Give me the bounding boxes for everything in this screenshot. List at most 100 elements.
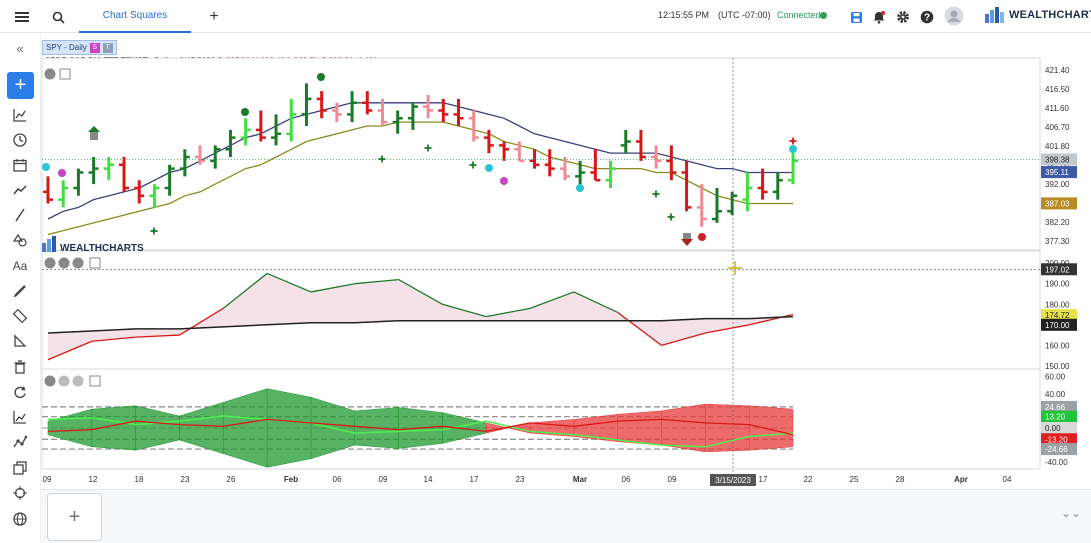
badge-s[interactable]: S bbox=[89, 42, 100, 53]
ohlc-bar bbox=[179, 149, 190, 177]
price-tag-bg bbox=[1041, 443, 1077, 456]
badge-t[interactable]: T bbox=[102, 42, 113, 53]
x-axis-label: 26 bbox=[227, 475, 236, 484]
expand-chevron-icon[interactable]: ⌄⌄ bbox=[1061, 506, 1082, 520]
ohlc-bar bbox=[483, 129, 494, 154]
signal-dot bbox=[241, 108, 249, 116]
ohlc-bar bbox=[210, 145, 221, 169]
crosshair-icon[interactable] bbox=[8, 482, 32, 504]
alerts-bell-icon[interactable] bbox=[870, 8, 888, 26]
add-panel-button[interactable]: + bbox=[47, 493, 102, 541]
osc-line-segment bbox=[91, 336, 136, 342]
price-tag: 174.72 bbox=[1041, 309, 1077, 322]
layers-icon[interactable] bbox=[8, 457, 32, 479]
ma-blue-line bbox=[47, 102, 793, 220]
ruler-icon[interactable] bbox=[8, 305, 32, 327]
menu-icon[interactable] bbox=[13, 8, 31, 26]
price-tag-label: -13.20 bbox=[1045, 435, 1068, 444]
pane1-controls[interactable] bbox=[44, 68, 71, 80]
osc-line-segment bbox=[486, 307, 531, 318]
osc-line-segment bbox=[354, 278, 399, 285]
price-tag-bg bbox=[1041, 400, 1077, 413]
ohlc-bar bbox=[742, 172, 753, 212]
signal-marker-icon bbox=[58, 169, 66, 177]
logo-bar bbox=[47, 239, 51, 252]
price-tag-bg bbox=[1041, 433, 1077, 446]
pencil-icon[interactable] bbox=[8, 280, 32, 302]
line-tool-icon[interactable] bbox=[8, 204, 32, 226]
ohlc-bar bbox=[134, 180, 145, 204]
trash-icon[interactable] bbox=[8, 356, 32, 378]
ohlc-bar bbox=[757, 168, 768, 200]
refresh-icon[interactable] bbox=[8, 381, 32, 403]
fast-line bbox=[47, 415, 794, 448]
ohlc-bar bbox=[575, 160, 586, 185]
scatter-icon[interactable] bbox=[8, 431, 32, 453]
axis-tick-label: 190.00 bbox=[1045, 280, 1070, 289]
pane-add-icon[interactable] bbox=[89, 257, 101, 269]
calendar-icon[interactable] bbox=[8, 154, 32, 176]
text-tool-icon[interactable]: Aa bbox=[12, 259, 28, 273]
ohlc-bar bbox=[544, 149, 555, 177]
signal-dot bbox=[576, 184, 584, 192]
axis-tick-label: 60.00 bbox=[1045, 373, 1066, 382]
signal-marker-icon bbox=[485, 164, 493, 172]
ohlc-bar bbox=[149, 184, 160, 208]
save-icon[interactable] bbox=[847, 8, 865, 26]
pane2-controls[interactable] bbox=[44, 257, 101, 269]
osc-line-segment bbox=[222, 272, 268, 309]
x-axis-label: Feb bbox=[284, 475, 298, 484]
pane-settings-icon[interactable] bbox=[58, 375, 70, 387]
pane-settings-icon[interactable] bbox=[44, 68, 56, 80]
price-tag-bg bbox=[1041, 421, 1077, 434]
ohlc-bar bbox=[681, 160, 692, 212]
gear-icon[interactable] bbox=[894, 8, 912, 26]
pane-add-icon[interactable] bbox=[89, 375, 101, 387]
ohlc-bar bbox=[43, 176, 53, 204]
pane-settings-icon[interactable] bbox=[58, 257, 70, 269]
tab-label: Chart Squares bbox=[102, 10, 168, 21]
symbol-header[interactable]: SPY - Daily S T bbox=[42, 40, 117, 55]
pane3-controls[interactable] bbox=[44, 375, 101, 387]
tab-chart-squares[interactable]: Chart Squares bbox=[79, 0, 191, 33]
ohlc-bar bbox=[529, 149, 540, 169]
axis-tick-label: 40.00 bbox=[1045, 390, 1066, 399]
globe-icon[interactable] bbox=[8, 508, 32, 530]
avatar[interactable] bbox=[943, 5, 965, 27]
timezone[interactable]: (UTC -07:00) bbox=[718, 10, 771, 20]
status-dot bbox=[820, 12, 827, 19]
axis-tick-label: 416.50 bbox=[1045, 85, 1070, 94]
price-tag-label: 0.00 bbox=[1045, 424, 1061, 433]
ohlc-bar bbox=[468, 110, 479, 142]
bottom-panel bbox=[41, 489, 1091, 543]
trend-icon[interactable] bbox=[8, 179, 32, 201]
pane-add-icon[interactable] bbox=[59, 68, 71, 80]
x-axis-label: 12 bbox=[89, 475, 98, 484]
indicators-icon[interactable] bbox=[8, 104, 32, 126]
pane-settings-icon[interactable] bbox=[44, 375, 56, 387]
history-clock-icon[interactable] bbox=[8, 129, 32, 151]
pane-settings-icon[interactable] bbox=[44, 257, 56, 269]
ohlc-bar bbox=[119, 157, 130, 192]
measure-icon[interactable] bbox=[8, 330, 32, 352]
ohlc-bar bbox=[88, 157, 99, 185]
pane-settings-icon[interactable] bbox=[72, 257, 84, 269]
collapse-icon[interactable]: « bbox=[16, 40, 24, 56]
add-tab-icon[interactable]: + bbox=[209, 8, 219, 25]
logo-bar bbox=[52, 236, 56, 252]
x-axis-label: 04 bbox=[1003, 475, 1012, 484]
chart-canvas[interactable]: WEALTHCHARTS 421.40 416.50 411.60 406.70 401… bbox=[0, 37, 1091, 489]
performance-chart-icon[interactable] bbox=[8, 406, 32, 428]
ohlc-bar bbox=[286, 98, 297, 142]
signal-marker-icon bbox=[88, 126, 100, 140]
search-icon[interactable] bbox=[49, 8, 67, 26]
price-tag: 197.02 bbox=[1041, 263, 1077, 276]
pane-settings-icon[interactable] bbox=[72, 375, 84, 387]
add-chart-button[interactable]: + bbox=[7, 72, 34, 99]
help-icon[interactable]: ? bbox=[918, 8, 936, 26]
price-tag-label: 174.72 bbox=[1045, 311, 1070, 320]
price-tag-label: 13.20 bbox=[1045, 413, 1066, 422]
ohlc-bar bbox=[514, 141, 525, 163]
shapes-icon[interactable] bbox=[8, 229, 32, 251]
price-tag-label: 170.00 bbox=[1045, 321, 1070, 330]
